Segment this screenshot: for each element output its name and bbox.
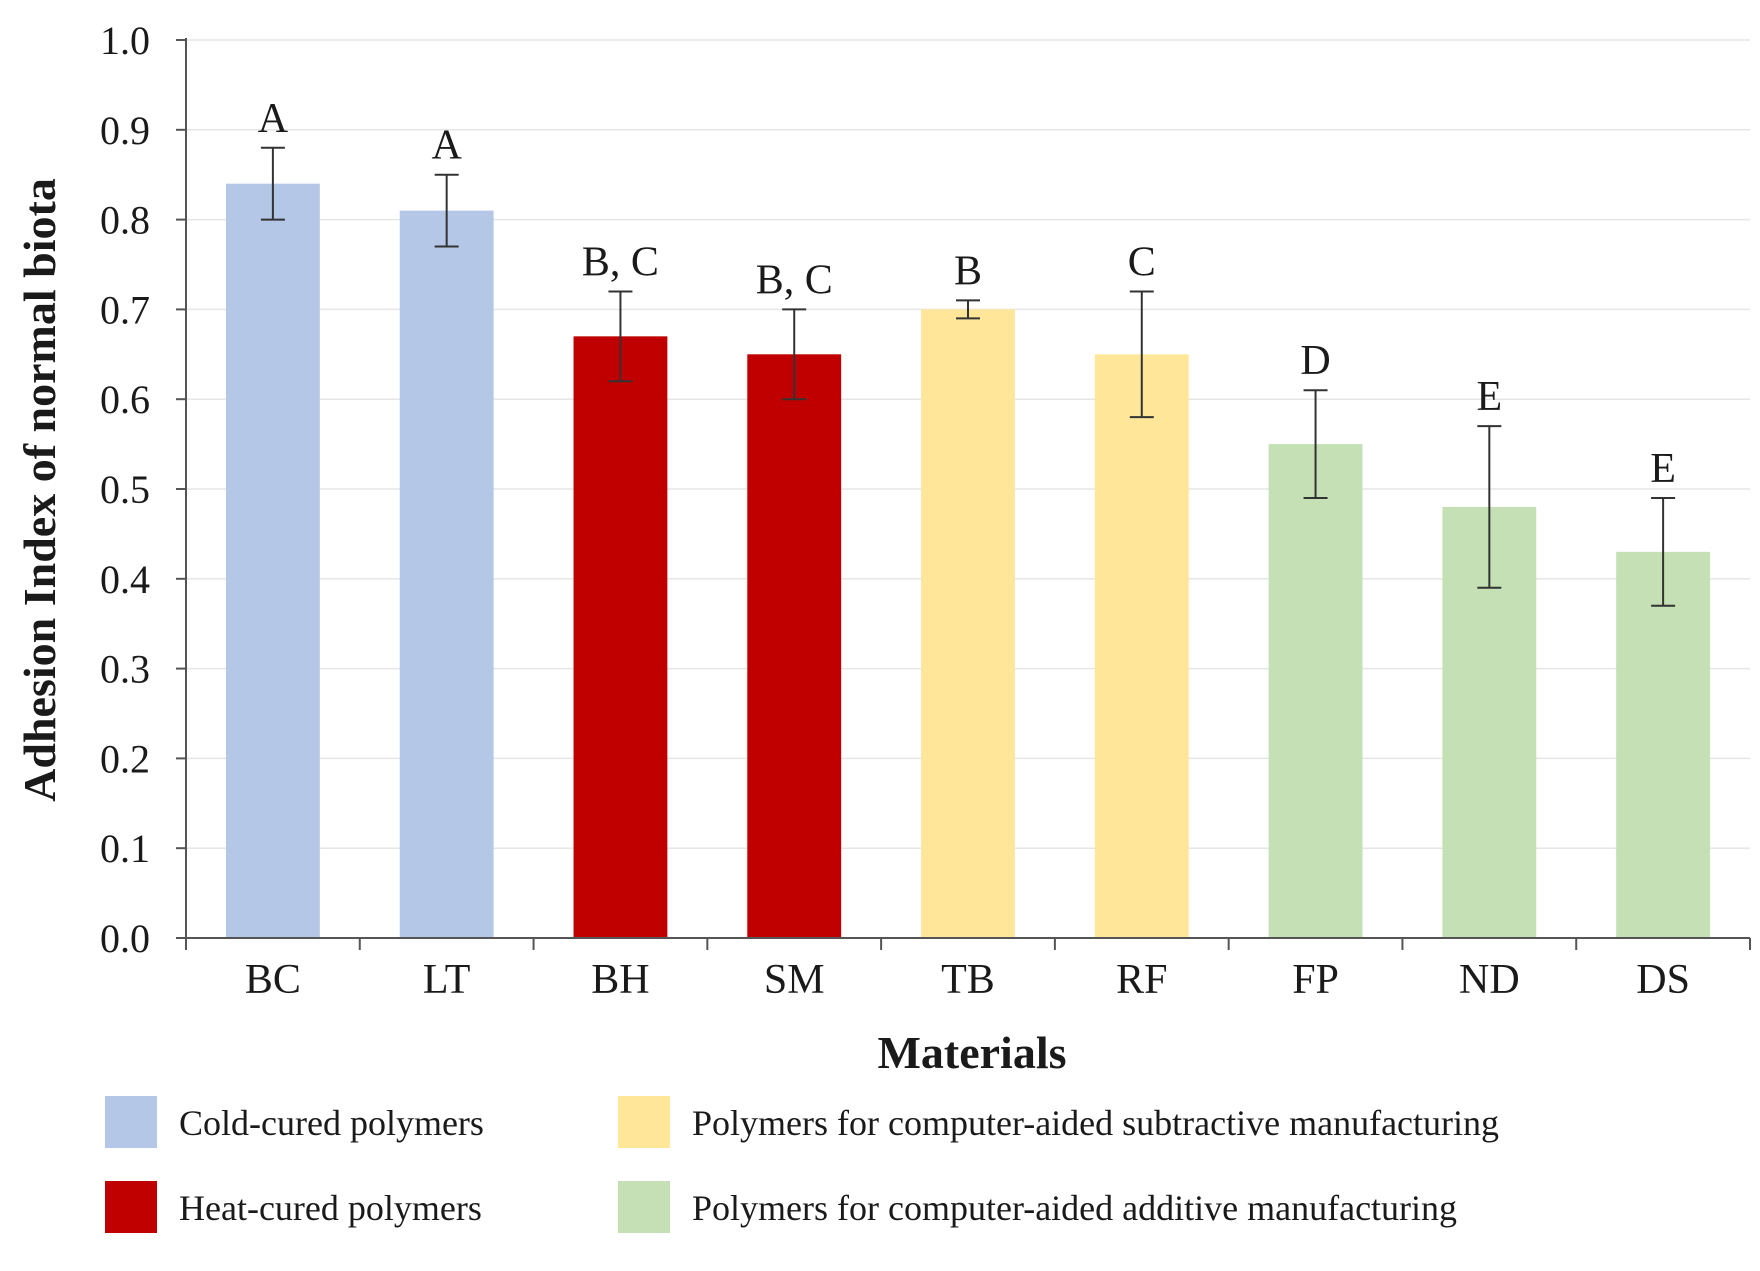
bar-ds xyxy=(1616,551,1711,938)
y-tick-label: 0.1 xyxy=(100,826,150,871)
x-tick-label: ND xyxy=(1459,957,1520,1003)
legend-swatch xyxy=(105,1096,157,1148)
x-tick-label: TB xyxy=(941,957,995,1003)
significance-label: A xyxy=(258,96,289,142)
y-tick-label: 0.3 xyxy=(100,647,150,692)
x-tick-label: DS xyxy=(1636,957,1690,1003)
legend-swatch xyxy=(105,1181,157,1233)
legend-swatch xyxy=(618,1181,670,1233)
y-tick-label: 0.0 xyxy=(100,916,150,961)
bar-lt xyxy=(399,210,494,938)
y-axis-title: Adhesion Index of normal biota xyxy=(14,178,65,802)
x-tick-labels: BC LT BH SM TB RF FP ND DS xyxy=(245,957,1690,1003)
bar-rf xyxy=(1094,354,1189,938)
legend-label: Polymers for computer-aided additive man… xyxy=(692,1188,1457,1228)
y-tick-label: 0.5 xyxy=(100,467,150,512)
significance-labels: A A B, C B, C B C D E E xyxy=(258,96,1676,492)
x-tick-label: LT xyxy=(423,957,470,1003)
legend-label: Heat-cured polymers xyxy=(179,1188,482,1228)
y-tick-label: 0.8 xyxy=(100,198,150,243)
x-tick-label: RF xyxy=(1116,957,1167,1003)
y-tick-label: 0.7 xyxy=(100,287,150,332)
y-tick-label: 1.0 xyxy=(100,18,150,63)
y-tick-label: 0.6 xyxy=(100,377,150,422)
error-bars xyxy=(260,146,1676,607)
x-tick-label: BC xyxy=(245,957,301,1003)
bars xyxy=(225,183,1711,939)
legend-label: Cold-cured polymers xyxy=(179,1103,484,1143)
x-tick-label: SM xyxy=(764,957,825,1003)
x-tick-label: BH xyxy=(591,957,649,1003)
significance-label: B, C xyxy=(756,257,833,303)
bar-sm xyxy=(747,354,842,938)
bar-bc xyxy=(225,183,320,938)
significance-label: E xyxy=(1477,374,1503,420)
legend-swatch xyxy=(618,1096,670,1148)
significance-label: C xyxy=(1128,239,1156,285)
y-tick-labels: 0.0 0.1 0.2 0.3 0.4 0.5 0.6 0.7 0.8 0.9 1.0 xyxy=(100,18,186,961)
bar-bh xyxy=(573,336,668,939)
bar-tb xyxy=(921,309,1015,938)
legend: Cold-cured polymers Polymers for computer… xyxy=(105,1096,1499,1233)
significance-label: E xyxy=(1650,446,1676,492)
x-tick-label: FP xyxy=(1292,957,1339,1003)
significance-label: D xyxy=(1300,338,1330,384)
significance-label: B xyxy=(954,248,982,294)
significance-label: B, C xyxy=(582,239,659,285)
x-axis-title: Materials xyxy=(877,1027,1066,1078)
bar-fp xyxy=(1268,444,1363,938)
significance-label: A xyxy=(431,123,462,169)
y-tick-label: 0.9 xyxy=(100,108,150,153)
legend-label: Polymers for computer-aided subtractive … xyxy=(692,1103,1499,1143)
y-tick-label: 0.2 xyxy=(100,736,150,781)
y-tick-label: 0.4 xyxy=(100,557,150,602)
